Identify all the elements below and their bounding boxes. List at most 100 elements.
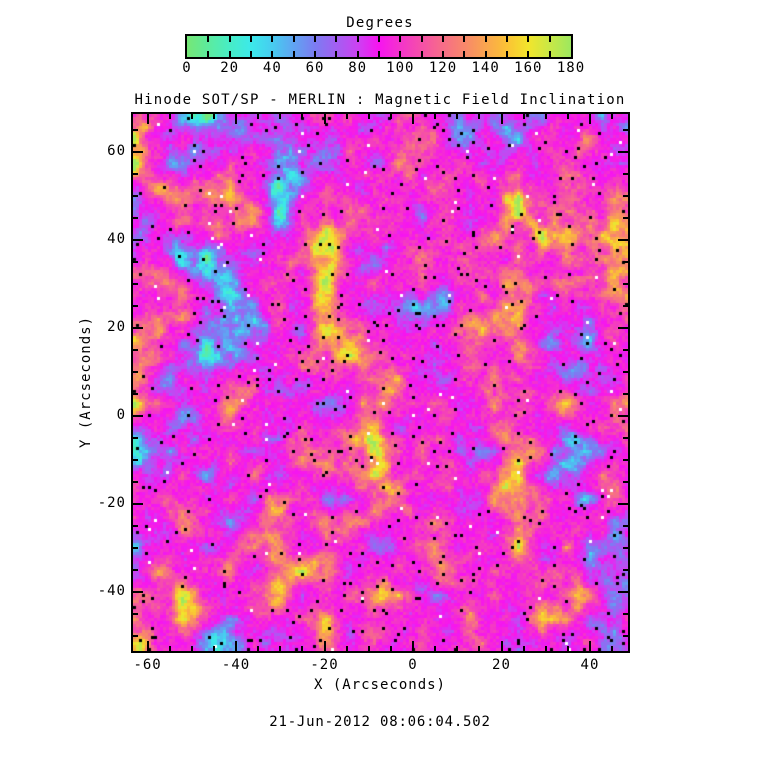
plot-tick xyxy=(500,641,503,651)
plot-tick xyxy=(544,646,547,651)
plot-tick xyxy=(279,646,282,651)
colorbar-tick-label: 180 xyxy=(556,60,586,76)
heatmap-image xyxy=(133,114,628,651)
plot-tick xyxy=(133,260,138,263)
x-tick-label: 40 xyxy=(580,657,600,673)
plot-tick xyxy=(235,114,238,124)
plot-tick xyxy=(623,370,628,373)
plot-tick xyxy=(133,437,138,439)
colorbar-tick-label: 100 xyxy=(386,60,415,76)
plot-tick xyxy=(618,238,628,241)
plot-tick xyxy=(618,415,628,417)
plot-tick xyxy=(133,238,143,241)
plot-tick xyxy=(235,641,238,651)
plot-tick xyxy=(301,114,304,119)
plot-tick xyxy=(618,326,628,329)
plot-tick xyxy=(623,304,628,307)
colorbar-tick xyxy=(463,51,466,57)
y-tick-label: 40 xyxy=(107,230,126,247)
plot-tick xyxy=(589,114,591,124)
colorbar-tick xyxy=(506,51,508,57)
plot-tick xyxy=(133,216,138,219)
colorbar-tick xyxy=(314,36,316,42)
plot-tick xyxy=(623,216,628,219)
colorbar-tick xyxy=(506,36,508,42)
plot-tick xyxy=(623,437,628,439)
colorbar-tick xyxy=(271,36,274,42)
plot-tick xyxy=(623,569,628,571)
plot-tick xyxy=(133,172,138,175)
plot-tick xyxy=(279,114,282,119)
plot-tick xyxy=(412,114,414,124)
plot-tick xyxy=(323,641,326,651)
y-tick-label: -20 xyxy=(97,494,126,511)
colorbar-tick xyxy=(335,51,338,57)
plot-tick xyxy=(623,392,628,395)
plot-tick xyxy=(623,525,628,527)
plot-tick xyxy=(133,591,143,593)
plot-tick xyxy=(367,646,370,651)
plot-tick xyxy=(389,646,392,651)
plot-tick xyxy=(168,114,171,119)
colorbar xyxy=(185,34,573,59)
colorbar-tick-label: 40 xyxy=(262,60,282,76)
colorbar-tick xyxy=(442,51,444,57)
colorbar-tick xyxy=(484,51,487,57)
plot-tick xyxy=(618,591,628,593)
colorbar-tick xyxy=(228,51,231,57)
colorbar-tick xyxy=(271,51,274,57)
plot-tick xyxy=(367,114,370,119)
plot-tick xyxy=(478,114,481,119)
plot-tick xyxy=(478,646,481,651)
colorbar-tick-label: 60 xyxy=(305,60,325,76)
colorbar-tick xyxy=(378,36,380,42)
colorbar-tick xyxy=(207,51,210,57)
colorbar-tick xyxy=(356,51,359,57)
colorbar-tick xyxy=(292,51,295,57)
y-axis-label: Y (Arcseconds) xyxy=(78,315,94,449)
x-tick-label: 20 xyxy=(492,657,511,673)
colorbar-tick xyxy=(442,36,444,42)
plot-tick xyxy=(146,641,149,651)
plot-tick xyxy=(133,194,138,197)
colorbar-tick xyxy=(399,51,402,57)
plot-tick xyxy=(456,114,459,119)
plot-tick xyxy=(133,348,138,351)
plot-tick xyxy=(190,114,193,119)
plot-tick xyxy=(522,646,525,651)
x-tick-label: -40 xyxy=(221,657,251,673)
plot-tick xyxy=(623,194,628,197)
plot-tick xyxy=(133,370,138,373)
plot-tick xyxy=(133,415,143,417)
colorbar-title: Degrees xyxy=(346,15,414,31)
plot-tick xyxy=(623,481,628,483)
plot-tick xyxy=(623,260,628,263)
plot-tick xyxy=(522,114,525,119)
y-tick-label: 0 xyxy=(116,406,126,423)
plot-tick xyxy=(500,114,503,124)
colorbar-tick xyxy=(250,36,252,42)
x-tick-label: -60 xyxy=(133,657,162,673)
y-tick-label: 60 xyxy=(107,142,126,159)
plot-tick xyxy=(618,503,628,505)
plot-tick xyxy=(168,646,171,651)
plot-tick xyxy=(611,646,614,651)
plot-tick xyxy=(566,646,569,651)
colorbar-tick xyxy=(292,36,295,42)
plot-tick xyxy=(323,114,326,124)
plot-tick xyxy=(133,392,138,395)
plot-tick xyxy=(434,114,437,119)
colorbar-tick-label: 0 xyxy=(182,60,192,76)
plot-tick xyxy=(589,641,591,651)
plot-tick xyxy=(133,547,138,549)
colorbar-tick-label: 80 xyxy=(348,60,368,76)
x-tick-label: -20 xyxy=(310,657,339,673)
plot-tick xyxy=(301,646,304,651)
plot-tick xyxy=(133,326,143,329)
colorbar-tick xyxy=(335,36,338,42)
plot-tick xyxy=(623,547,628,549)
plot-tick xyxy=(133,304,138,307)
colorbar-tick xyxy=(463,36,466,42)
x-tick-label: 0 xyxy=(408,657,418,673)
